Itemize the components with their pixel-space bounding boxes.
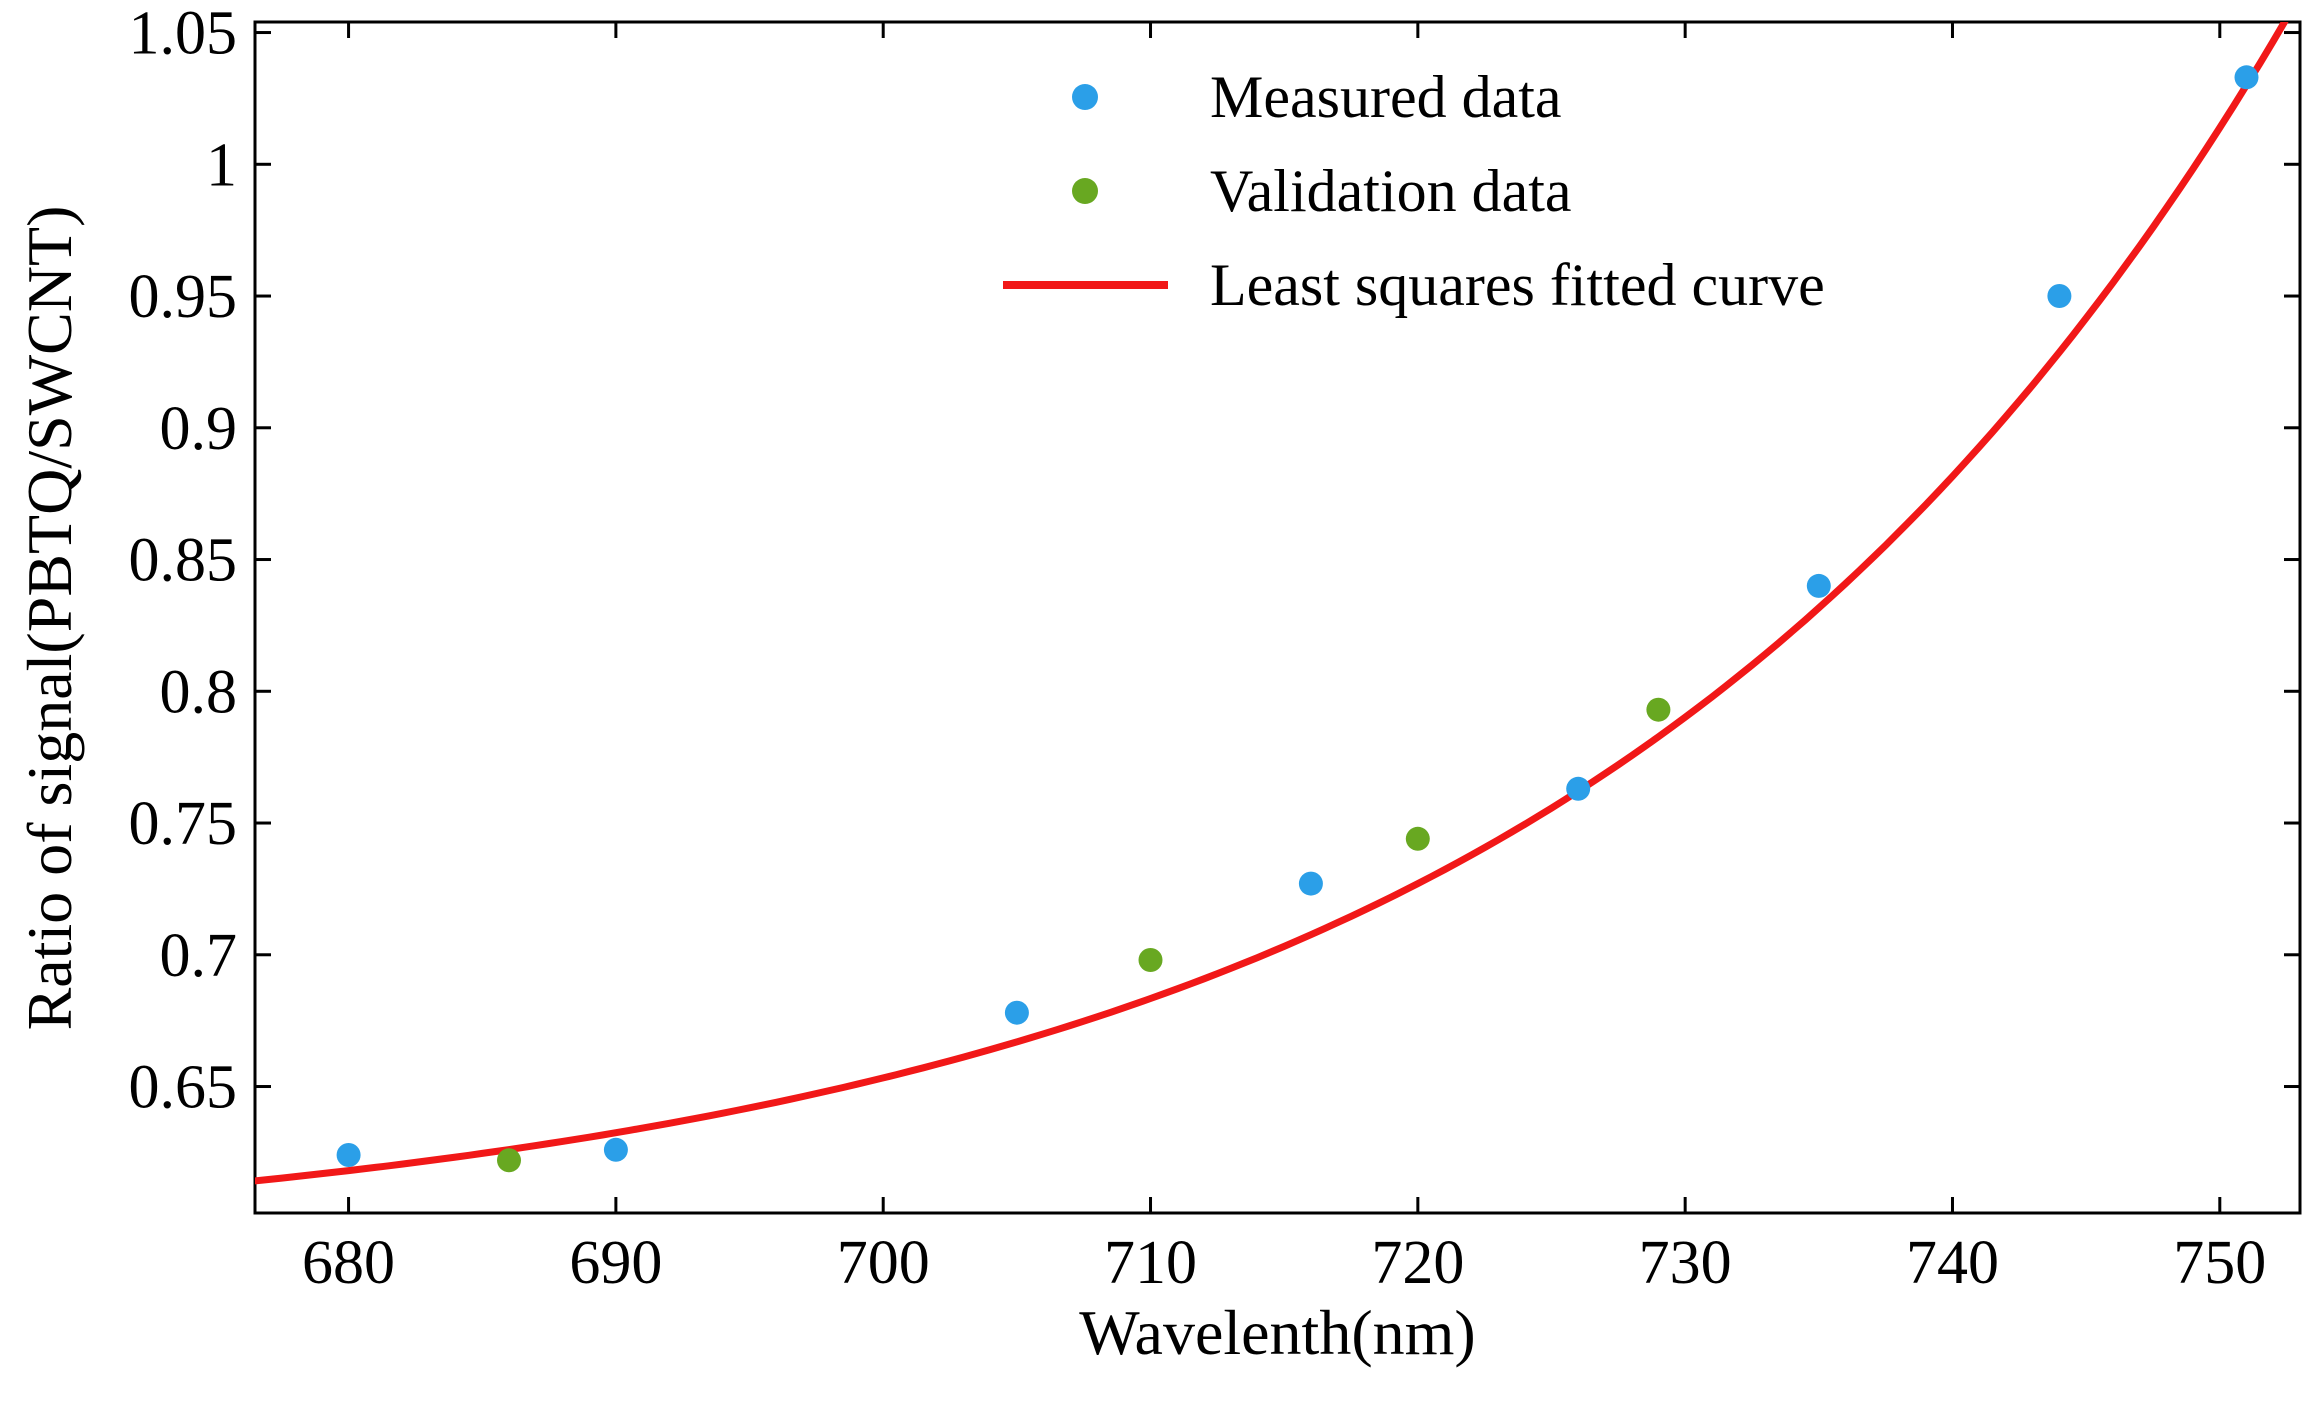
x-axis-label: Wavelenth(nm): [1079, 1297, 1476, 1368]
legend-label-fitted-curve: Least squares fitted curve: [1210, 252, 1825, 318]
measured-data-point: [603, 1137, 628, 1162]
y-tick-label: 0.65: [129, 1054, 238, 1122]
legend-item-measured-data: Measured data: [1000, 50, 1825, 144]
validation-data-point: [1646, 697, 1671, 722]
x-tick-label: 680: [302, 1229, 395, 1297]
y-tick-label: 0.85: [129, 527, 238, 595]
legend-marker-cell: [1000, 84, 1170, 110]
measured-data-point: [2234, 65, 2259, 90]
measured-data-point: [1806, 573, 1831, 598]
x-tick-label: 720: [1371, 1229, 1464, 1297]
fitted-curve-line-icon: [1002, 281, 1168, 289]
legend: Measured data Validation data Least squa…: [1000, 50, 1825, 332]
y-tick-label: 1: [206, 131, 237, 199]
measured-data-point: [1004, 1000, 1029, 1025]
y-tick-label: 0.8: [160, 658, 238, 726]
legend-marker-cell: [1000, 178, 1170, 204]
y-axis-label: Ratio of signal(PBTQ/SWCNT): [14, 205, 85, 1031]
validation-data-marker-icon: [1072, 178, 1098, 204]
legend-label-measured-data: Measured data: [1210, 64, 1562, 130]
plot-box: [253, 20, 2302, 1215]
validation-data-point: [1138, 948, 1163, 972]
legend-item-validation-data: Validation data: [1000, 144, 1825, 238]
measured-data-point: [336, 1143, 361, 1167]
y-tick-label: 0.95: [129, 263, 238, 331]
validation-data-point: [1405, 826, 1430, 851]
validation-data-point: [497, 1148, 521, 1173]
x-tick-label: 700: [837, 1229, 930, 1297]
measured-data-marker-icon: [1072, 84, 1098, 110]
legend-item-fitted-curve: Least squares fitted curve: [1000, 238, 1825, 332]
least-squares-fitted-curve: [255, 22, 2289, 1185]
y-tick-label: 0.9: [160, 395, 238, 463]
legend-marker-cell: [1000, 281, 1170, 289]
x-tick-label: 730: [1639, 1229, 1732, 1297]
y-tick-label: 1.05: [129, 0, 238, 68]
measured-data-point: [1566, 776, 1591, 801]
legend-label-validation-data: Validation data: [1210, 158, 1572, 224]
measured-data-point: [2047, 284, 2072, 308]
y-tick-label: 0.75: [129, 790, 238, 858]
x-tick-label: 690: [569, 1229, 662, 1297]
measured-data-point: [1298, 871, 1323, 896]
x-tick-label: 710: [1104, 1229, 1197, 1297]
x-tick-label: 740: [1906, 1229, 1999, 1297]
y-tick-label: 0.7: [160, 922, 238, 990]
x-tick-label: 750: [2173, 1229, 2266, 1297]
